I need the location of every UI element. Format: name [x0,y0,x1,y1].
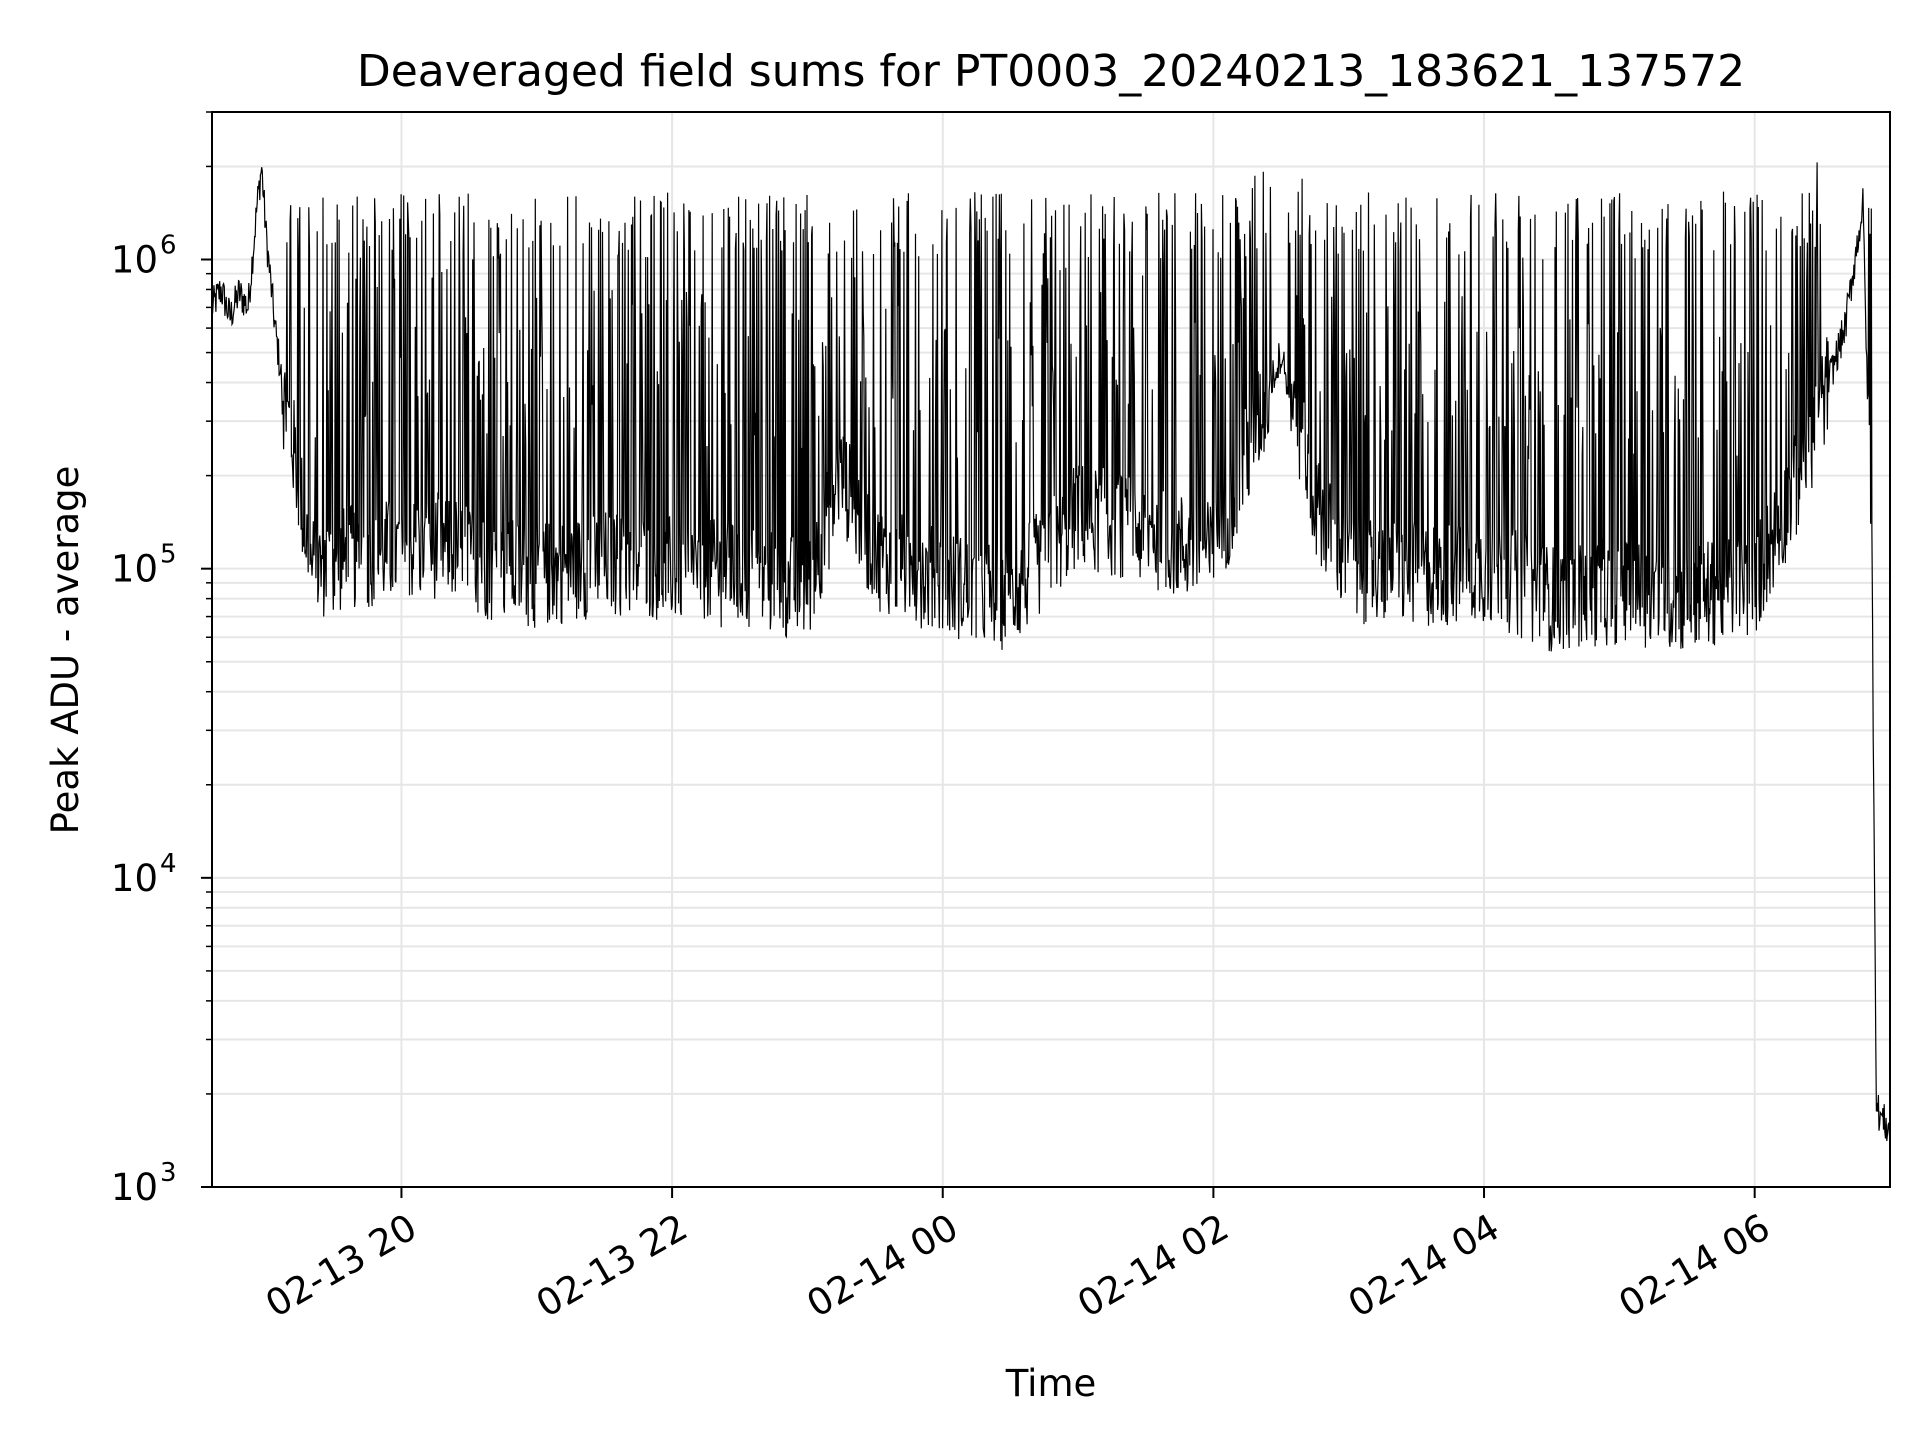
y-tick-exponent: 5 [160,540,177,570]
y-tick-label: 10 [111,239,158,282]
x-tick-label: 02-14 02 [1070,1206,1236,1326]
y-tick-exponent: 4 [160,849,177,879]
plot-frame [211,111,1891,1188]
x-tick-label: 02-14 06 [1612,1206,1778,1326]
chart-title: Deaveraged field sums for PT0003_2024021… [357,46,1745,97]
y-tick-exponent: 3 [160,1158,177,1188]
x-tick-label: 02-14 00 [800,1206,966,1326]
y-tick-label: 10 [111,1166,158,1209]
x-axis-label: Time [1005,1362,1097,1405]
x-tick-label: 02-13 20 [258,1206,424,1326]
x-tick-label: 02-13 22 [529,1206,695,1326]
x-tick-label: 02-14 04 [1341,1206,1507,1326]
y-tick-label: 10 [111,548,158,591]
series-lines [211,162,1891,1143]
series-line [211,162,1891,1143]
y-tick-exponent: 6 [160,231,177,261]
y-axis-label: Peak ADU - average [44,466,87,835]
y-tick-label: 10 [111,857,158,900]
